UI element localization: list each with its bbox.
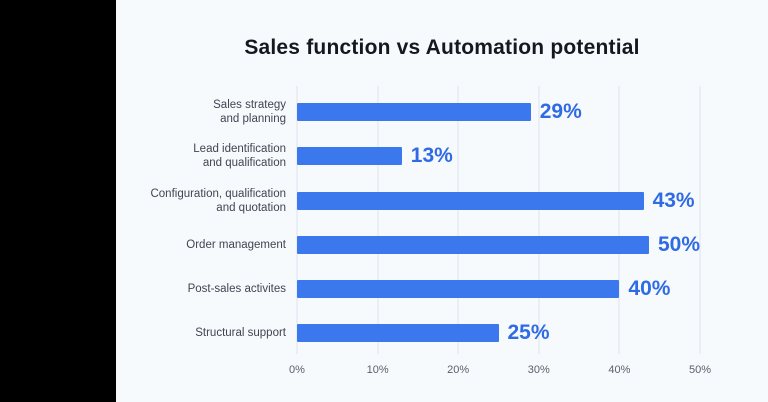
bar xyxy=(297,280,620,298)
bar-track: 43% xyxy=(297,189,700,212)
value-label: 25% xyxy=(507,321,550,344)
bar-track: 40% xyxy=(297,277,700,300)
category-label: Order management xyxy=(186,239,286,251)
bar-row: Sales strategy and planning 29% xyxy=(116,99,768,125)
x-tick-label: 40% xyxy=(608,364,631,376)
x-tick-label: 0% xyxy=(289,364,305,376)
bar-row: Structural support 25% xyxy=(116,321,768,344)
x-tick-label: 10% xyxy=(366,364,389,376)
bar-row: Order management 50% xyxy=(116,233,768,256)
gridline xyxy=(457,86,460,354)
bar xyxy=(297,147,402,165)
gridline xyxy=(537,86,540,354)
category-label: Structural support xyxy=(195,327,286,339)
value-label: 43% xyxy=(652,189,695,212)
chart-panel: Sales function vs Automation potential S… xyxy=(116,0,768,402)
bar-row: Lead identification and qualification 13% xyxy=(116,143,768,169)
category-label: Sales strategy and planning xyxy=(213,99,286,125)
x-axis: 0% 10% 20% 30% 40% 50% xyxy=(289,364,711,380)
bar xyxy=(297,324,499,342)
x-tick-label: 20% xyxy=(447,364,470,376)
value-label: 29% xyxy=(539,100,582,123)
x-tick-label: 50% xyxy=(688,364,712,376)
gridline xyxy=(296,86,298,354)
bar-track: 50% xyxy=(297,233,700,256)
bar-track: 13% xyxy=(297,144,700,167)
bar xyxy=(297,236,649,254)
gridline xyxy=(699,86,701,354)
bar xyxy=(297,103,531,121)
plot-area: Sales strategy and planning 29% Lead ident… xyxy=(150,86,701,354)
gridline xyxy=(376,86,379,354)
x-tick-label: 30% xyxy=(527,364,550,376)
category-label: Lead identification and qualification xyxy=(193,143,286,169)
category-label: Configuration, qualification and quotati… xyxy=(150,188,286,214)
bar xyxy=(297,192,644,210)
value-label: 13% xyxy=(410,144,453,167)
bar-row: Configuration, qualification and quotati… xyxy=(116,188,768,214)
value-label: 50% xyxy=(657,233,700,256)
gridline xyxy=(618,86,621,354)
chart-title: Sales function vs Automation potential xyxy=(244,36,640,59)
category-label: Post-sales activites xyxy=(187,283,286,295)
bar-track: 29% xyxy=(297,100,700,123)
bar-row: Post-sales activites 40% xyxy=(116,277,768,300)
bar-track: 25% xyxy=(297,321,700,344)
value-label: 40% xyxy=(628,277,671,300)
